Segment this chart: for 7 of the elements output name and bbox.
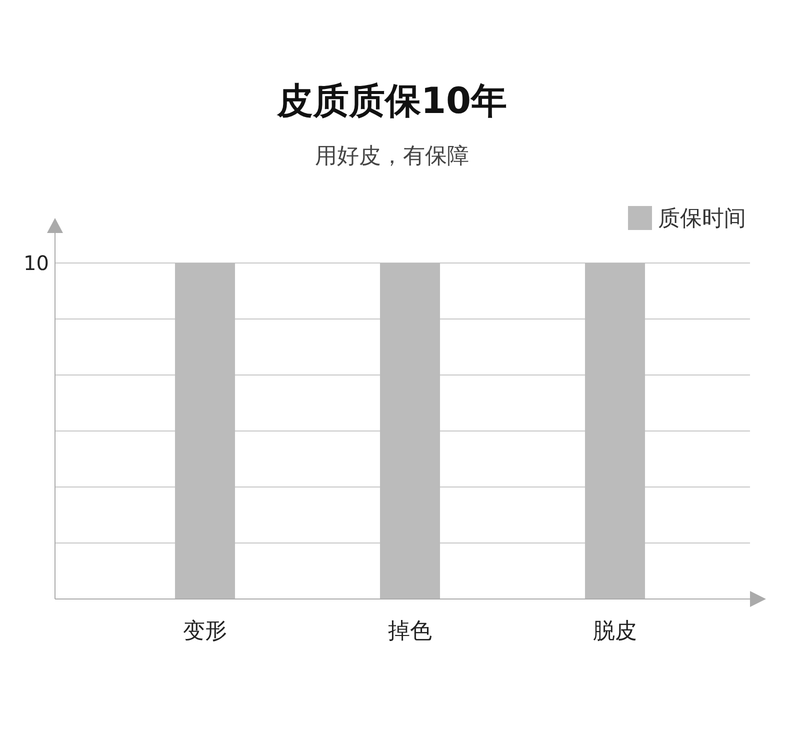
- chart-subtitle: 用好皮，有保障: [315, 144, 469, 169]
- legend-label: 质保时间: [658, 206, 746, 232]
- x-tick-label: 脱皮: [593, 619, 637, 644]
- chart-title: 皮质质保10年: [276, 81, 508, 122]
- x-tick-label: 变形: [183, 619, 227, 644]
- x-tick-label: 掉色: [388, 619, 432, 644]
- y-tick-label: 10: [24, 251, 49, 275]
